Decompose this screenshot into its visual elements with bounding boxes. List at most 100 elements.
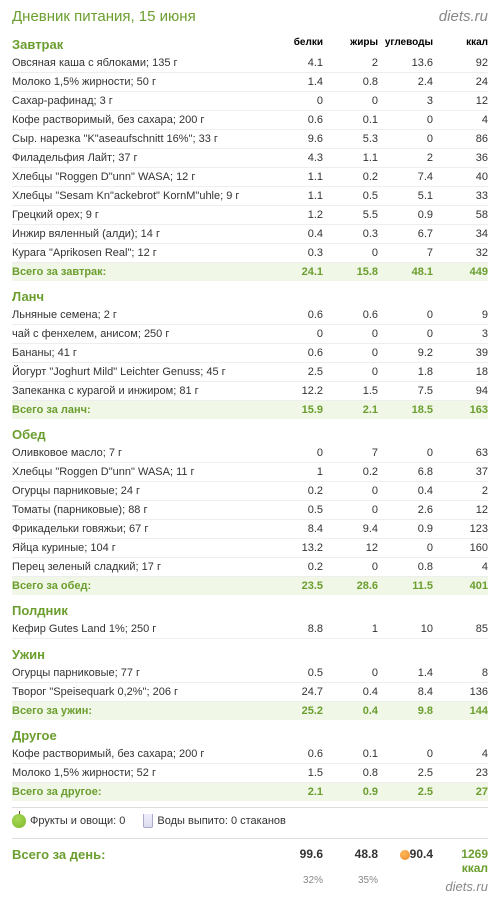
food-value: 0 — [268, 328, 323, 340]
food-value: 9.4 — [323, 523, 378, 535]
food-value: 0.5 — [323, 190, 378, 202]
food-value: 18 — [433, 366, 488, 378]
food-value: 0.4 — [378, 485, 433, 497]
food-row: Огурцы парниковые; 24 г0.200.42 — [12, 482, 488, 501]
meal-total-value: 28.6 — [323, 580, 378, 592]
food-value: 0.2 — [323, 466, 378, 478]
day-pct-fat: 35% — [323, 875, 378, 894]
food-value: 8 — [433, 667, 488, 679]
food-value: 8.4 — [268, 523, 323, 535]
food-value: 2.5 — [378, 767, 433, 779]
food-value: 12 — [433, 504, 488, 516]
glass-icon — [143, 814, 153, 828]
food-value: 3 — [378, 95, 433, 107]
food-row: Курага "Aprikosen Real"; 12 г0.30732 — [12, 244, 488, 263]
meal-total-label: Всего за обед: — [12, 580, 268, 592]
food-value: 5.5 — [323, 209, 378, 221]
food-value: 0 — [268, 95, 323, 107]
food-value: 0.8 — [323, 76, 378, 88]
food-value: 1.1 — [323, 152, 378, 164]
meal-section: УжинОгурцы парниковые; 77 г0.501.48Творо… — [12, 645, 488, 720]
food-value: 92 — [433, 57, 488, 69]
food-value: 8.4 — [378, 686, 433, 698]
food-row: Сахар-рафинад; 3 г00312 — [12, 92, 488, 111]
food-value: 12 — [323, 542, 378, 554]
food-value: 2 — [378, 152, 433, 164]
food-value: 0.3 — [323, 228, 378, 240]
meal-total-row: Всего за ланч:15.92.118.5163 — [12, 401, 488, 419]
meal-section: ДругоеКофе растворимый, без сахара; 200 … — [12, 726, 488, 801]
meal-total-value: 449 — [433, 266, 488, 278]
meal-total-row: Всего за обед:23.528.611.5401 — [12, 577, 488, 595]
food-value: 24 — [433, 76, 488, 88]
meal-total-value: 48.1 — [378, 266, 433, 278]
food-row: чай с фенхелем, анисом; 250 г0003 — [12, 325, 488, 344]
food-value: 1.5 — [268, 767, 323, 779]
meal-total-value: 2.1 — [323, 404, 378, 416]
food-value: 0 — [378, 748, 433, 760]
food-value: 94 — [433, 385, 488, 397]
food-row: Молоко 1,5% жирности; 50 г1.40.82.424 — [12, 73, 488, 92]
food-value: 0.5 — [268, 667, 323, 679]
day-total-label: Всего за день: — [12, 847, 268, 862]
food-value: 7 — [323, 447, 378, 459]
food-value: 9.2 — [378, 347, 433, 359]
food-value: 0.8 — [323, 767, 378, 779]
food-value: 0.2 — [268, 561, 323, 573]
food-value: 1.5 — [323, 385, 378, 397]
food-row: Филадельфия Лайт; 37 г4.31.1236 — [12, 149, 488, 168]
food-name: Яйца куриные; 104 г — [12, 542, 268, 554]
food-row: Творог "Speisequark 0,2%"; 206 г24.70.48… — [12, 683, 488, 702]
meal-section: ЛанчЛьняные семена; 2 г0.60.609чай с фен… — [12, 287, 488, 419]
site-logo: diets.ru — [439, 8, 488, 25]
food-value: 85 — [433, 623, 488, 635]
food-value: 9.6 — [268, 133, 323, 145]
food-value: 0 — [323, 328, 378, 340]
meal-section: ОбедОливковое масло; 7 г07063Хлебцы "Rog… — [12, 425, 488, 595]
food-row: Кофе растворимый, без сахара; 200 г0.60.… — [12, 111, 488, 130]
meal-name: Ланч — [12, 289, 488, 304]
food-value: 1.8 — [378, 366, 433, 378]
food-value: 0.6 — [268, 309, 323, 321]
food-name: Курага "Aprikosen Real"; 12 г — [12, 247, 268, 259]
food-value: 7 — [378, 247, 433, 259]
food-value: 0 — [323, 247, 378, 259]
food-value: 7.5 — [378, 385, 433, 397]
footer-stats: Фрукты и овощи: 0 Воды выпито: 0 стакано… — [12, 807, 488, 834]
meal-total-value: 27 — [433, 786, 488, 798]
food-value: 0 — [378, 328, 433, 340]
food-value: 0.1 — [323, 114, 378, 126]
food-value: 0.6 — [268, 748, 323, 760]
meal-section: ЗавтракбелкижирыуглеводыккалОвсяная каша… — [12, 35, 488, 281]
food-name: Молоко 1,5% жирности; 50 г — [12, 76, 268, 88]
day-total-kcal: 1269 ккал — [433, 847, 488, 875]
food-name: Творог "Speisequark 0,2%"; 206 г — [12, 686, 268, 698]
meal-total-label: Всего за ужин: — [12, 705, 268, 717]
food-row: Инжир вяленный (алди); 14 г0.40.36.734 — [12, 225, 488, 244]
day-pct-carb — [378, 875, 433, 894]
food-name: Кефир Gutes Land 1%; 250 г — [12, 623, 268, 635]
food-row: Бананы; 41 г0.609.239 — [12, 344, 488, 363]
food-value: 0 — [323, 667, 378, 679]
food-row: Перец зеленый сладкий; 17 г0.200.84 — [12, 558, 488, 577]
meal-name: Полдник — [12, 603, 488, 618]
food-value: 0.6 — [323, 309, 378, 321]
food-value: 0 — [268, 447, 323, 459]
food-value: 2 — [433, 485, 488, 497]
food-row: Хлебцы "Roggen D"unn" WASA; 11 г10.26.83… — [12, 463, 488, 482]
meal-total-label: Всего за ланч: — [12, 404, 268, 416]
food-name: Огурцы парниковые; 77 г — [12, 667, 268, 679]
meal-total-value: 11.5 — [378, 580, 433, 592]
food-value: 39 — [433, 347, 488, 359]
meal-total-value: 144 — [433, 705, 488, 717]
food-row: Йогурт "Joghurt Mild" Leichter Genuss; 4… — [12, 363, 488, 382]
day-total: Всего за день: 99.6 48.8 90.4 1269 ккал … — [12, 838, 488, 902]
food-value: 0.5 — [268, 504, 323, 516]
food-value: 2.4 — [378, 76, 433, 88]
food-name: Молоко 1,5% жирности; 52 г — [12, 767, 268, 779]
food-name: Томаты (парниковые); 88 г — [12, 504, 268, 516]
food-value: 0.9 — [378, 523, 433, 535]
food-row: Томаты (парниковые); 88 г0.502.612 — [12, 501, 488, 520]
food-value: 1.2 — [268, 209, 323, 221]
meal-total-value: 401 — [433, 580, 488, 592]
